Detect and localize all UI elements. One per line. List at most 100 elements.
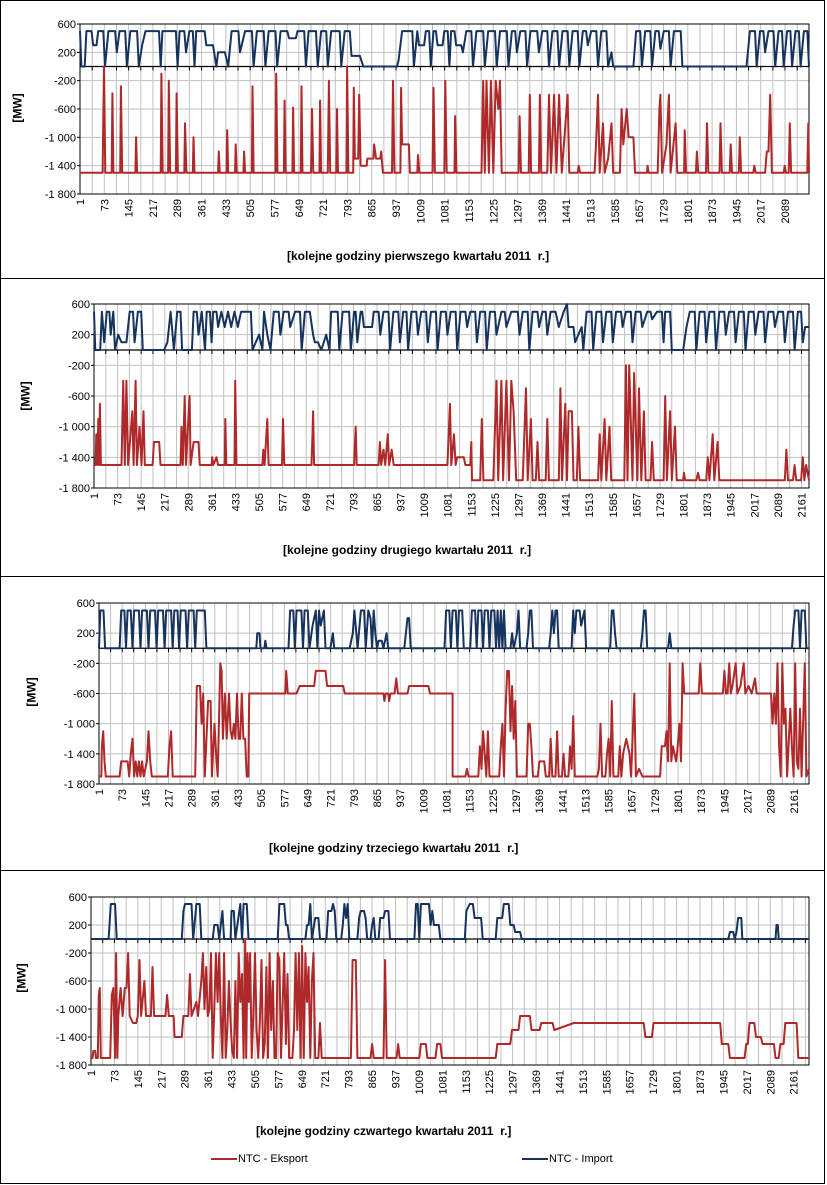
y-tick-label: -1 800: [64, 779, 95, 791]
x-tick-label: 937: [396, 493, 408, 511]
gridlines: [90, 896, 809, 1066]
y-tick-label: 200: [58, 47, 76, 59]
x-tick-label: 2161: [796, 493, 808, 517]
x-tick-label: 721: [326, 789, 338, 807]
y-tick-label: 200: [72, 330, 90, 342]
x-tick-label: 2089: [780, 199, 792, 223]
x-tick-label: 361: [203, 1070, 215, 1088]
y-tick-label: -200: [54, 76, 76, 88]
x-tick-label: 2089: [765, 1070, 777, 1094]
x-tick-label: 1369: [537, 199, 549, 223]
x-tick-label: 289: [187, 789, 199, 807]
y-tick-label: -1 800: [45, 189, 76, 201]
y-tick-label: -1 400: [59, 452, 90, 464]
legend-swatch-import: [522, 1158, 548, 1160]
x-tick-label: 793: [349, 789, 361, 807]
legend-label-export: NTC - Eksport: [238, 1153, 308, 1165]
x-tick-label: 433: [221, 199, 233, 217]
x-tick-label: 73: [117, 789, 129, 801]
x-tick-label: 1729: [648, 1070, 660, 1094]
x-tick-label: 1945: [726, 493, 738, 517]
x-tick-label: 1873: [707, 199, 719, 223]
x-tick-label: 1225: [488, 199, 500, 223]
x-tick-label: 433: [227, 1070, 239, 1088]
x-tick-label: 505: [256, 789, 268, 807]
x-tick-label: 1009: [414, 1070, 426, 1094]
x-tick-label: 1441: [554, 1070, 566, 1094]
x-tick-label: 1873: [695, 1070, 707, 1094]
series-line-import: [98, 609, 809, 650]
x-tick-label: 289: [180, 1070, 192, 1088]
series-line-export: [80, 65, 810, 174]
x-tick-label: 1225: [488, 789, 500, 813]
x-axis-title: [kolejne godziny pierwszego kwartału 201…: [287, 249, 550, 263]
x-tick-label: 217: [163, 789, 175, 807]
x-tick-label: 937: [395, 789, 407, 807]
x-tick-label: 73: [113, 493, 125, 505]
series-line-import: [93, 303, 809, 351]
x-tick-label: 1009: [415, 199, 427, 223]
x-tick-label: 1945: [731, 199, 743, 223]
x-tick-label: 1081: [437, 1070, 449, 1094]
y-tick-label: -1 000: [45, 132, 76, 144]
x-tick-label: 289: [183, 493, 195, 511]
y-axis-label: [MW]: [18, 381, 33, 411]
x-tick-label: 1369: [534, 789, 546, 813]
x-tick-label: 1657: [631, 493, 643, 517]
legend-swatch-export: [211, 1158, 237, 1160]
x-tick-label: 577: [279, 789, 291, 807]
x-tick-label: 1513: [586, 199, 598, 223]
y-tick-label: -1 400: [45, 161, 76, 173]
x-tick-label: 505: [250, 1070, 262, 1088]
x-tick-label: 361: [207, 493, 219, 511]
x-tick-label: 2017: [756, 199, 768, 223]
x-tick-label: 1729: [655, 493, 667, 517]
x-tick-label: 1585: [604, 789, 616, 813]
x-tick-label: 145: [140, 789, 152, 807]
x-tick-label: 217: [160, 493, 172, 511]
x-tick-label: 1081: [443, 493, 455, 517]
x-tick-label: 649: [301, 493, 313, 511]
y-tick-label: 200: [69, 920, 87, 932]
y-tick-label: -1 000: [59, 422, 90, 434]
x-tick-label: 1297: [513, 199, 525, 223]
x-tick-label: 1225: [490, 493, 502, 517]
x-tick-label: 2089: [766, 789, 778, 813]
x-tick-label: 1: [75, 199, 87, 205]
x-tick-label: 433: [233, 789, 245, 807]
x-tick-label: 1513: [578, 1070, 590, 1094]
x-tick-label: 1801: [683, 199, 695, 223]
x-tick-label: 721: [318, 199, 330, 217]
x-axis-title: [kolejne godziny drugiego kwartału 2011 …: [283, 543, 532, 557]
y-tick-label: 200: [77, 628, 95, 640]
x-tick-label: 1: [89, 493, 101, 499]
x-tick-label: 217: [156, 1070, 168, 1088]
series-line-export: [91, 938, 809, 1059]
x-tick-label: 1153: [464, 199, 476, 223]
x-tick-label: 793: [342, 199, 354, 217]
x-tick-label: 1009: [419, 493, 431, 517]
x-tick-label: 577: [269, 199, 281, 217]
y-tick-label: -600: [68, 391, 90, 403]
x-tick-label: 1801: [679, 493, 691, 517]
x-tick-label: 1297: [508, 1070, 520, 1094]
x-tick-label: 145: [124, 199, 136, 217]
y-tick-label: -1 000: [56, 1004, 87, 1016]
y-tick-label: 600: [72, 299, 90, 311]
x-tick-label: 577: [273, 1070, 285, 1088]
x-tick-label: 865: [372, 789, 384, 807]
x-tick-label: 937: [391, 1070, 403, 1088]
x-tick-label: 1657: [634, 199, 646, 223]
series-line-import: [91, 903, 809, 940]
x-tick-label: 2161: [789, 1070, 801, 1094]
series-line-export: [94, 364, 810, 482]
x-tick-label: 793: [344, 1070, 356, 1088]
y-tick-label: -200: [65, 948, 87, 960]
y-tick-label: -1 400: [56, 1032, 87, 1044]
y-tick-label: -1 400: [64, 749, 95, 761]
x-tick-label: 1441: [561, 493, 573, 517]
x-tick-label: 361: [210, 789, 222, 807]
